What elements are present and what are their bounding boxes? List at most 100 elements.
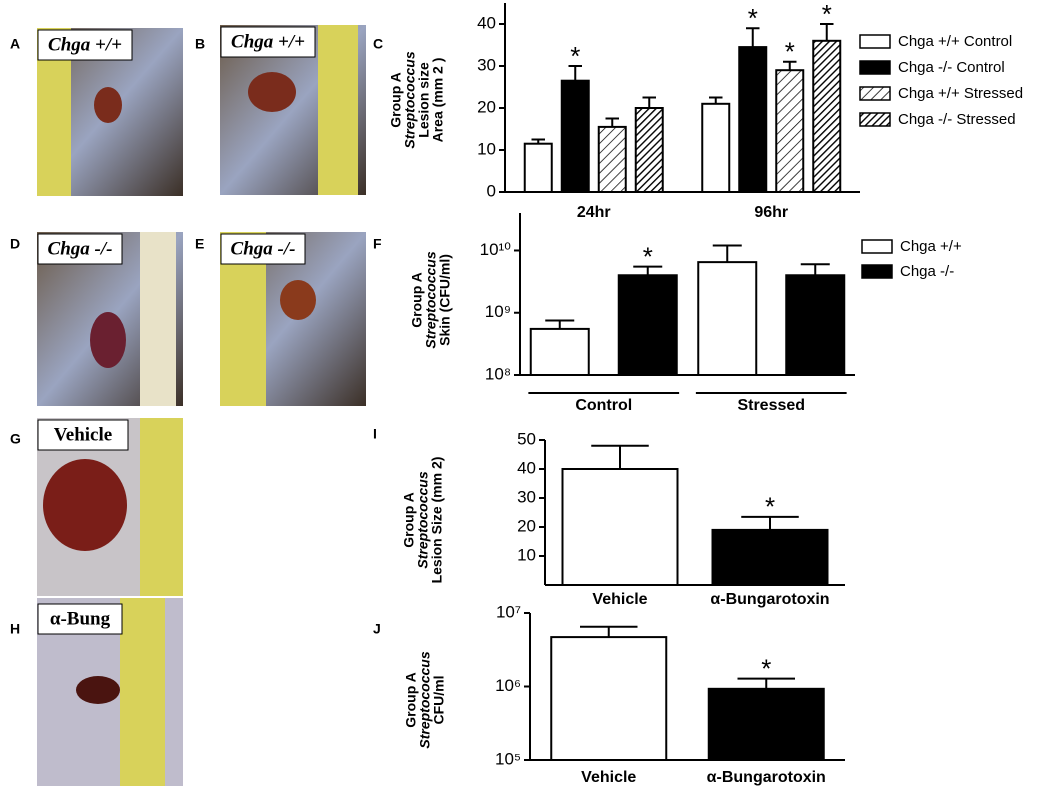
ruler [120,598,165,786]
photo-label: α-Bung [50,608,111,629]
bar [775,69,805,193]
error-bar [568,65,582,81]
legend-swatch [859,86,891,101]
error-bar [605,117,619,127]
photo-panel: Chga +/+ B [195,25,366,195]
y-tick-label: 0 [487,181,496,200]
x-tick-label: α-Bungarotoxin [707,769,826,786]
bar [560,79,590,193]
legend-label: Chga +/+ [900,238,962,255]
y-tick-label: 10⁵ [495,749,521,768]
y-axis-label: Streptococcus [417,651,433,748]
legend-swatch [861,239,893,254]
significance: * [643,242,653,272]
photo-label-box [220,26,316,58]
y-axis-label: Streptococcus [402,51,418,148]
x-tick-label: Stressed [737,397,805,414]
panel-letter: A [10,36,20,52]
y-tick-label: 10⁶ [495,676,521,695]
panel-letter: C [373,36,383,52]
y-tick-label: 40 [477,13,496,32]
y-tick-label: 30 [477,55,496,74]
photo-panel: Chga +/+ A [10,28,183,196]
bar [617,274,678,376]
x-tick-label: 96hr [754,204,788,221]
panel-letter: E [195,236,204,252]
y-tick-label: 20 [477,97,496,116]
panel-letter: I [373,426,377,442]
y-axis-label: Group A [403,672,419,727]
photo-label-box [37,233,123,265]
panel-letter: H [10,621,20,637]
photo-panel: Chga -/- D [10,232,183,406]
lesion [90,312,126,368]
legend-swatch [859,60,891,75]
y-tick-label: 50 [517,429,536,448]
y-axis-label: Area (mm 2 ) [430,58,446,143]
y-tick-label: 10⁷ [496,602,521,621]
bar [634,107,664,193]
legend-label: Chga +/+ Control [898,33,1012,50]
significance: * [765,492,775,522]
bar [785,274,846,376]
y-axis-label: Streptococcus [423,251,439,348]
bar [597,125,627,193]
bar [707,687,825,762]
legend-swatch [861,264,893,279]
photo-label: Chga +/+ [231,31,305,52]
lesion [94,87,122,123]
y-tick-label: 20 [517,516,536,535]
y-tick-label: 30 [517,487,536,506]
bar [550,636,668,762]
error-bar [531,138,545,144]
photo-label-box [37,29,133,61]
y-tick-label: 40 [517,458,536,477]
ruler [318,25,358,195]
bar [697,261,758,376]
photo-panel: Chga -/- E [195,232,366,406]
x-tick-label: 24hr [577,204,611,221]
panel-letter: F [373,236,382,252]
y-axis-label: Lesion size [416,62,432,138]
y-axis-label: Skin (CFU/ml) [437,254,453,346]
error-bar [591,444,649,469]
y-tick-label: 10 [517,545,536,564]
photo-label: Chga +/+ [48,34,122,55]
error-bar [712,244,742,263]
error-bar [709,96,723,104]
bar [711,528,829,587]
y-axis-label: Group A [401,492,417,547]
lesion [248,72,296,112]
panel-letter: G [10,431,21,447]
error-bar [783,60,797,71]
error-bar [642,96,656,108]
ruler [140,418,183,596]
significance: * [761,653,771,683]
ruler [140,232,176,406]
bar [561,468,679,586]
lesion [280,280,316,320]
panel-letter: B [195,36,205,52]
legend-label: Chga -/- Control [898,59,1005,76]
error-bar [545,319,575,329]
legend-swatch [859,112,891,127]
x-tick-label: Vehicle [592,591,647,608]
significance: * [748,3,758,33]
error-bar [737,677,795,689]
y-axis-label: Group A [409,272,425,327]
error-bar [820,23,834,41]
photo-panel: Vehicle G [10,418,183,596]
y-axis-label: CFU/ml [431,676,447,725]
error-bar [741,515,799,530]
legend-label: Chga -/- Stressed [898,111,1016,128]
significance: * [570,41,580,71]
photo-label-box [37,419,129,451]
x-tick-label: Vehicle [581,769,636,786]
y-tick-label: 10⁹ [485,302,511,321]
bar [738,46,768,193]
significance: * [822,0,832,29]
y-axis-label: Lesion Size (mm 2) [429,457,445,584]
y-tick-label: 10¹⁰ [480,240,512,259]
photo-panel: α-Bung H [10,598,183,786]
lesion [76,676,120,704]
